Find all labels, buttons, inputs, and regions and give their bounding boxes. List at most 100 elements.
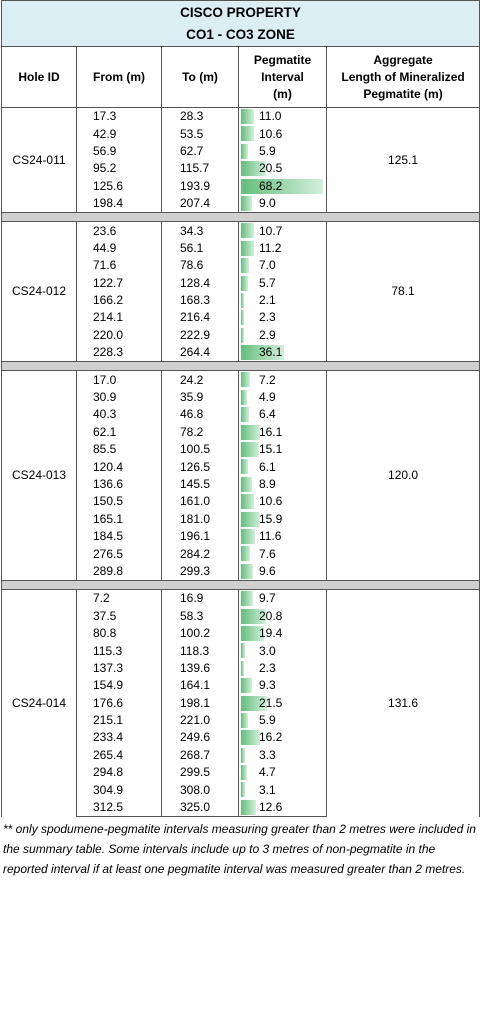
interval-value: 4.7: [259, 765, 276, 780]
header-from: From (m): [76, 46, 162, 108]
table-row: 304.9 308.0 3.1: [2, 781, 480, 799]
to-cell: 100.5: [161, 441, 239, 459]
from-cell: 95.2: [76, 160, 162, 178]
header-pegmatite-line2: Interval: [261, 69, 304, 84]
pegmatite-interval-cell: 7.0: [238, 257, 327, 275]
from-cell: 265.4: [76, 746, 162, 765]
to-cell: 16.9: [161, 589, 239, 608]
to-cell: 46.8: [161, 406, 239, 424]
to-cell: 164.1: [161, 677, 239, 695]
to-cell: 28.3: [161, 107, 239, 126]
from-cell: 304.9: [76, 781, 162, 799]
aggregate-length-cell: 125.1: [325, 107, 480, 213]
table-row: 312.5 325.0 12.6: [2, 798, 480, 818]
pegmatite-interval-cell: 16.1: [238, 423, 327, 442]
pegmatite-interval-cell: 5.7: [238, 274, 327, 292]
to-cell: 100.2: [161, 624, 239, 643]
interval-data-bar: [241, 275, 248, 291]
interval-value: 5.9: [259, 143, 276, 158]
pegmatite-interval-cell: 11.2: [238, 239, 327, 258]
interval-value: 16.2: [259, 730, 283, 745]
header-aggregate-line1: Aggregate: [373, 52, 433, 67]
interval-value: 6.1: [259, 459, 276, 474]
pegmatite-interval-cell: 4.7: [238, 764, 327, 782]
summary-table-container: CISCO PROPERTY CO1 - CO3 ZONE Hole ID Fr…: [0, 0, 480, 877]
pegmatite-interval-cell: 21.5: [238, 694, 327, 712]
from-cell: 44.9: [76, 239, 162, 258]
to-cell: 249.6: [161, 729, 239, 747]
table-row: 198.4 207.4 9.0: [2, 194, 480, 213]
interval-value: 3.0: [259, 643, 276, 658]
interval-value: 5.9: [259, 713, 276, 728]
to-cell: 325.0: [161, 798, 239, 818]
table-row: 56.9 62.7 5.9: [2, 142, 480, 161]
from-cell: 154.9: [76, 677, 162, 695]
header-to: To (m): [161, 46, 239, 108]
interval-data-bar: [241, 625, 265, 641]
interval-data-bar: [241, 494, 254, 510]
table-row: 137.3 139.6 2.3: [2, 659, 480, 678]
aggregate-length-cell: 78.1: [325, 221, 480, 362]
from-cell: 184.5: [76, 527, 162, 546]
interval-data-bar: [241, 143, 249, 159]
from-cell: 23.6: [76, 221, 162, 240]
interval-value: 12.6: [259, 800, 283, 815]
from-cell: 37.5: [76, 607, 162, 625]
interval-data-bar: [241, 407, 249, 423]
table-row: 115.3 118.3 3.0: [2, 642, 480, 660]
to-cell: 34.3: [161, 221, 239, 240]
from-cell: 289.8: [76, 562, 162, 581]
to-cell: 198.1: [161, 694, 239, 712]
from-cell: 17.0: [76, 370, 162, 389]
from-cell: 165.1: [76, 510, 162, 528]
interval-data-bar: [241, 799, 257, 815]
interval-data-bar: [241, 459, 249, 475]
pegmatite-interval-cell: 2.9: [238, 326, 327, 345]
interval-value: 10.7: [259, 223, 283, 238]
pegmatite-interval-cell: 10.7: [238, 221, 327, 240]
pegmatite-interval-cell: 15.1: [238, 441, 327, 459]
to-cell: 299.3: [161, 562, 239, 581]
interval-data-bar: [241, 563, 253, 579]
pegmatite-interval-cell: 19.4: [238, 624, 327, 643]
interval-value: 9.0: [259, 196, 276, 211]
interval-value: 4.9: [259, 390, 276, 405]
to-cell: 193.9: [161, 177, 239, 195]
from-cell: 228.3: [76, 344, 162, 362]
hole-id-cell: CS24-013: [1, 370, 77, 581]
from-cell: 80.8: [76, 624, 162, 643]
hole-separator: [0, 361, 480, 372]
interval-value: 2.9: [259, 327, 276, 342]
pegmatite-intervals-table: CISCO PROPERTY CO1 - CO3 ZONE Hole ID Fr…: [0, 0, 480, 818]
to-cell: 299.5: [161, 764, 239, 782]
pegmatite-interval-cell: 6.4: [238, 406, 327, 424]
pegmatite-interval-cell: 11.6: [238, 527, 327, 546]
separator-cell: [0, 580, 480, 591]
to-cell: 78.6: [161, 257, 239, 275]
to-cell: 222.9: [161, 326, 239, 345]
footnote: ** only spodumene-pegmatite intervals me…: [3, 822, 476, 877]
table-row: 62.1 78.2 16.1: [2, 423, 480, 442]
pegmatite-interval-cell: 2.1: [238, 291, 327, 310]
pegmatite-interval-cell: 16.2: [238, 729, 327, 747]
table-row: 166.2 168.3 2.1: [2, 291, 480, 310]
from-cell: 17.3: [76, 107, 162, 126]
from-cell: 136.6: [76, 475, 162, 494]
header-pegmatite-interval: Pegmatite Interval (m): [238, 46, 327, 108]
table-row: CS24-011 17.3 28.3 11.0 125.1: [1, 107, 480, 213]
table-row: 42.9 53.5 10.6: [2, 125, 480, 143]
from-cell: 125.6: [76, 177, 162, 195]
table-row: 120.4 126.5 6.1: [2, 458, 480, 476]
from-cell: 71.6: [76, 257, 162, 275]
to-cell: 308.0: [161, 781, 239, 799]
table-row: 71.6 78.6 7.0: [2, 257, 480, 275]
interval-value: 8.9: [259, 477, 276, 491]
to-cell: 216.4: [161, 309, 239, 327]
interval-data-bar: [241, 511, 261, 527]
table-row: 154.9 164.1 9.3: [2, 677, 480, 695]
pegmatite-interval-cell: 5.9: [238, 711, 327, 730]
table-row: 80.8 100.2 19.4: [2, 624, 480, 643]
table-row: 289.8 299.3 9.6: [2, 562, 480, 581]
from-cell: 312.5: [76, 798, 162, 818]
table-row: 176.6 198.1 21.5: [2, 694, 480, 712]
